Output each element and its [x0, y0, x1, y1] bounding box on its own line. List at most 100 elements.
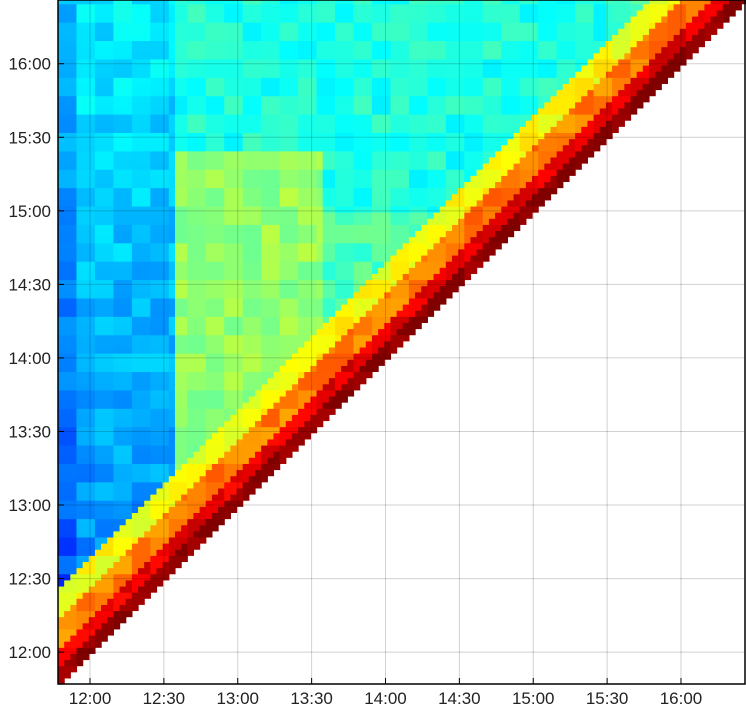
heatmap-cell: [88, 261, 96, 268]
heatmap-cell: [513, 205, 521, 213]
heatmap-cell: [316, 346, 324, 354]
heatmap-cell: [347, 150, 355, 158]
heatmap-cell: [390, 346, 398, 354]
heatmap-cell: [144, 561, 151, 569]
heatmap-cell: [371, 114, 379, 121]
heatmap-cell: [353, 156, 361, 164]
heatmap-cell: [64, 248, 71, 256]
heatmap-cell: [144, 304, 151, 311]
heatmap-cell: [162, 469, 170, 477]
heatmap-cell: [279, 444, 287, 452]
heatmap-cell: [273, 236, 281, 244]
heatmap-cell: [408, 328, 416, 336]
heatmap-cell: [70, 665, 78, 673]
heatmap-cell: [236, 279, 244, 287]
heatmap-cell: [378, 267, 385, 274]
heatmap-cell: [451, 273, 459, 281]
heatmap-cell: [298, 328, 305, 336]
heatmap-cell: [341, 383, 348, 391]
heatmap-cell: [273, 291, 281, 299]
heatmap-cell: [150, 169, 158, 176]
heatmap-cell: [291, 285, 299, 293]
heatmap-cell: [396, 279, 404, 287]
heatmap-cell: [427, 310, 435, 317]
heatmap-cell: [562, 120, 570, 127]
heatmap-cell: [248, 420, 256, 428]
heatmap-cell: [507, 199, 515, 207]
heatmap-cell: [279, 377, 287, 385]
heatmap-cell: [421, 218, 428, 225]
heatmap-cell: [519, 83, 527, 91]
heatmap-cell: [138, 254, 145, 262]
heatmap-cell: [384, 107, 392, 115]
heatmap-cell: [193, 267, 201, 274]
heatmap-cell: [174, 328, 182, 336]
heatmap-cell: [205, 279, 213, 287]
heatmap-cell: [279, 334, 287, 342]
heatmap-cell: [125, 573, 133, 581]
heatmap-cell: [187, 291, 195, 299]
heatmap-cell: [298, 279, 305, 287]
heatmap-cell: [384, 236, 392, 244]
heatmap-cell: [94, 641, 102, 648]
heatmap-cell: [316, 150, 324, 158]
heatmap-cell: [335, 199, 342, 207]
heatmap-cell: [347, 248, 355, 256]
heatmap-cell: [507, 114, 515, 121]
heatmap-cell: [310, 114, 318, 121]
heatmap-cell: [218, 322, 225, 330]
heatmap-cell: [298, 120, 305, 127]
heatmap-cell: [322, 181, 330, 189]
heatmap-cell: [101, 610, 108, 618]
heatmap-cell: [562, 144, 570, 152]
heatmap-cell: [82, 156, 90, 164]
heatmap-cell: [144, 573, 151, 581]
heatmap-cell: [76, 230, 84, 238]
heatmap-cell: [347, 322, 355, 330]
heatmap-cell: [495, 181, 502, 189]
heatmap-cell: [125, 101, 133, 109]
heatmap-cell: [458, 199, 465, 207]
heatmap-cell: [341, 353, 348, 360]
heatmap-cell: [150, 487, 158, 495]
heatmap-cell: [174, 261, 182, 268]
heatmap-cell: [378, 236, 385, 244]
heatmap-cell: [218, 181, 225, 189]
heatmap-cell: [107, 561, 115, 569]
heatmap-cell: [513, 101, 521, 109]
heatmap-cell: [476, 89, 484, 97]
heatmap-cell: [64, 481, 71, 489]
heatmap-cell: [187, 175, 195, 183]
heatmap-cell: [445, 101, 453, 109]
heatmap-cell: [242, 242, 250, 250]
heatmap-cell: [119, 500, 127, 507]
heatmap-cell: [267, 71, 275, 78]
heatmap-cell: [291, 273, 299, 281]
heatmap-cell: [439, 187, 447, 195]
heatmap-cell: [199, 205, 207, 213]
heatmap-cell: [119, 322, 127, 330]
heatmap-cell: [421, 297, 428, 305]
heatmap-cell: [168, 114, 176, 121]
heatmap-cell: [378, 279, 385, 287]
heatmap-cell: [291, 77, 299, 84]
heatmap-cell: [267, 273, 275, 281]
heatmap-cell: [285, 181, 293, 189]
heatmap-cell: [174, 353, 182, 360]
heatmap-cell: [162, 414, 170, 422]
heatmap-cell: [181, 83, 188, 91]
heatmap-cell: [88, 95, 96, 103]
heatmap-cell: [199, 107, 207, 115]
heatmap-cell: [131, 444, 139, 452]
heatmap-cell: [396, 138, 404, 146]
heatmap-cell: [205, 95, 213, 103]
heatmap-cell: [285, 101, 293, 109]
heatmap-cell: [316, 248, 324, 256]
heatmap-cell: [230, 334, 238, 342]
heatmap-cell: [138, 395, 145, 403]
heatmap-cell: [101, 500, 108, 507]
heatmap-cell: [82, 114, 90, 121]
heatmap-cell: [162, 291, 170, 299]
heatmap-cell: [279, 175, 287, 183]
heatmap-cell: [562, 150, 570, 158]
